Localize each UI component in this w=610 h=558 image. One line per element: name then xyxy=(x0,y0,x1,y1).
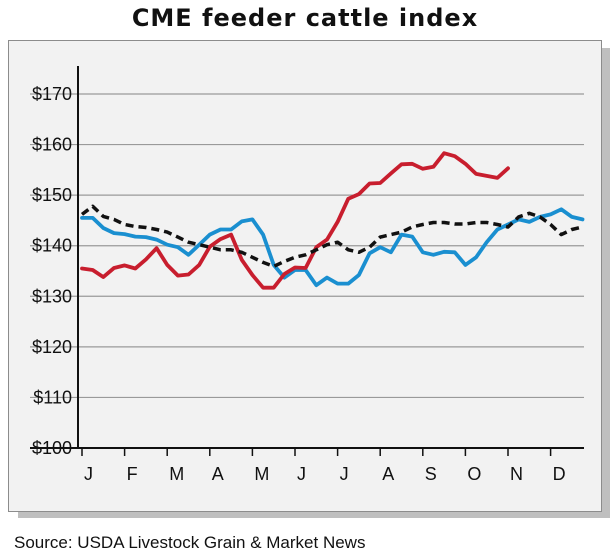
x-tick-label: M xyxy=(169,464,184,484)
x-tick-label: O xyxy=(467,464,481,484)
y-tick-label: $140 xyxy=(32,236,72,256)
y-tick-label: $150 xyxy=(32,185,72,205)
x-tick-label: J xyxy=(340,464,349,484)
x-tick-label: F xyxy=(127,464,138,484)
x-tick-label: A xyxy=(382,464,394,484)
y-tick-label: $130 xyxy=(32,286,72,306)
x-tick-label: N xyxy=(510,464,523,484)
x-tick-label: J xyxy=(84,464,93,484)
series-layer xyxy=(80,151,585,290)
series-line-2 xyxy=(80,151,510,290)
x-tick-label: S xyxy=(425,464,437,484)
y-tick-label: $120 xyxy=(32,337,72,357)
x-tick-label: J xyxy=(297,464,306,484)
x-tick-label: M xyxy=(254,464,269,484)
y-tick-label: $160 xyxy=(32,135,72,155)
series-line-3 xyxy=(80,204,583,269)
y-tick-label: $170 xyxy=(32,84,72,104)
gridlines xyxy=(30,93,584,399)
y-axis: $170$160$150$140$130$120$110$100 xyxy=(32,66,79,458)
x-tick-label: A xyxy=(212,464,224,484)
source-note: Source: USDA Livestock Grain & Market Ne… xyxy=(14,533,366,552)
y-tick-label: $110 xyxy=(33,387,72,407)
series-line-1 xyxy=(80,207,585,288)
chart-title: CME feeder cattle index xyxy=(131,4,479,32)
x-tick-label: D xyxy=(553,464,566,484)
